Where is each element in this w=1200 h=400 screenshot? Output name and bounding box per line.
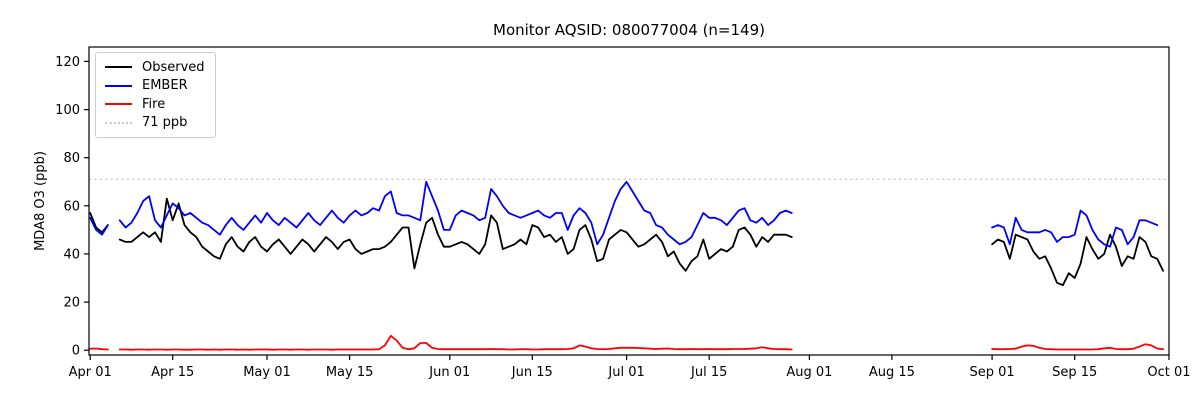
y-tick-label: 0 (72, 344, 80, 359)
y-tick-label: 80 (63, 151, 80, 166)
x-tick-label: Jul 01 (607, 365, 644, 380)
legend-item-label: 71 ppb (142, 115, 188, 131)
y-axis-label: MDA8 O3 (ppb) (33, 151, 48, 251)
y-tick-label: 120 (55, 55, 80, 70)
series-line-fire (89, 334, 1164, 351)
series-line-ember (89, 180, 1159, 248)
legend-item-observed: Observed (105, 58, 205, 77)
legend-line-sample (105, 121, 132, 124)
legend-item-label: Observed (142, 59, 205, 75)
x-tick-label: May 01 (243, 365, 291, 380)
x-tick-label: May 15 (326, 365, 374, 380)
legend-line-sample (105, 66, 132, 69)
x-tick-label: Aug 15 (869, 365, 915, 380)
legend-item-ember: EMBER (105, 77, 205, 96)
legend-line-sample (105, 84, 132, 87)
series-line-observed (89, 197, 1164, 287)
x-tick-label: Jul 15 (690, 365, 727, 380)
x-tick-label: Apr 01 (69, 365, 112, 380)
legend-line-sample (105, 103, 132, 106)
x-tick-label: Jun 15 (511, 365, 553, 380)
chart-title: Monitor AQSID: 080077004 (n=149) (493, 21, 765, 39)
x-tick-label: Jun 01 (428, 365, 470, 380)
legend-item-71-ppb: 71 ppb (105, 114, 205, 133)
y-tick-label: 60 (63, 199, 80, 214)
y-tick-label: 100 (55, 103, 80, 118)
x-tick-label: Sep 15 (1052, 365, 1097, 380)
x-tick-label: Oct 01 (1147, 365, 1190, 380)
legend: Observed EMBER Fire 71 ppb (95, 52, 216, 138)
x-tick-label: Apr 15 (151, 365, 194, 380)
y-tick-label: 20 (63, 296, 80, 311)
legend-item-label: EMBER (142, 78, 188, 94)
legend-item-label: Fire (142, 96, 166, 112)
y-tick-label: 40 (63, 247, 80, 262)
legend-item-fire: Fire (105, 95, 205, 114)
x-tick-label: Sep 01 (970, 365, 1015, 380)
plot-border (88, 46, 1170, 356)
x-tick-label: Aug 01 (786, 365, 832, 380)
